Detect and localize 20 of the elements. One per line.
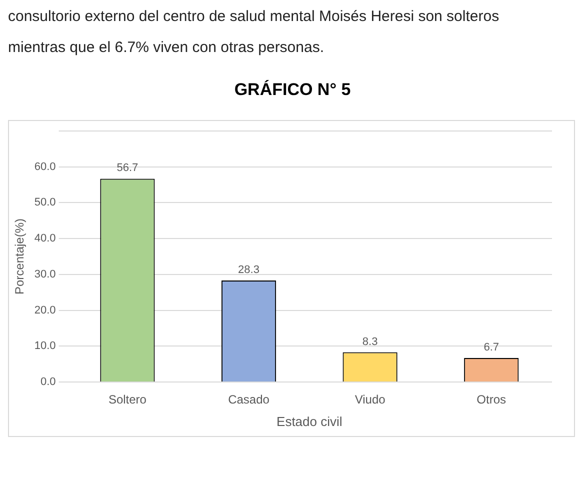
y-tick-label: 0.0 <box>40 376 56 388</box>
x-axis-title: Estado civil <box>276 414 342 429</box>
data-label: 8.3 <box>362 336 378 348</box>
data-label: 28.3 <box>238 264 260 276</box>
y-tick-label: 20.0 <box>34 304 56 316</box>
chart-title: GRÁFICO N° 5 <box>233 80 352 100</box>
y-tick-label: 50.0 <box>34 196 56 209</box>
x-tick-label: Otros <box>476 392 506 407</box>
y-tick-label: 10.0 <box>34 340 56 352</box>
y-tick-label: 60.0 <box>34 160 56 173</box>
x-tick-label: Soltero <box>108 392 147 407</box>
y-axis-title: Porcentaje(%) <box>12 218 27 295</box>
text: mientras que el 6.7% viven con otras personas. <box>8 39 326 56</box>
y-tick-label: 40.0 <box>34 232 56 245</box>
x-tick-label: Viudo <box>354 392 386 407</box>
text: consultorio externo del centro de salud mental Moisés Heresi son solteros <box>8 8 500 25</box>
data-label: 56.7 <box>116 162 138 174</box>
x-tick-label: Casado <box>228 392 270 407</box>
data-label: 6.7 <box>484 342 499 354</box>
y-tick-label: 30.0 <box>34 268 56 280</box>
